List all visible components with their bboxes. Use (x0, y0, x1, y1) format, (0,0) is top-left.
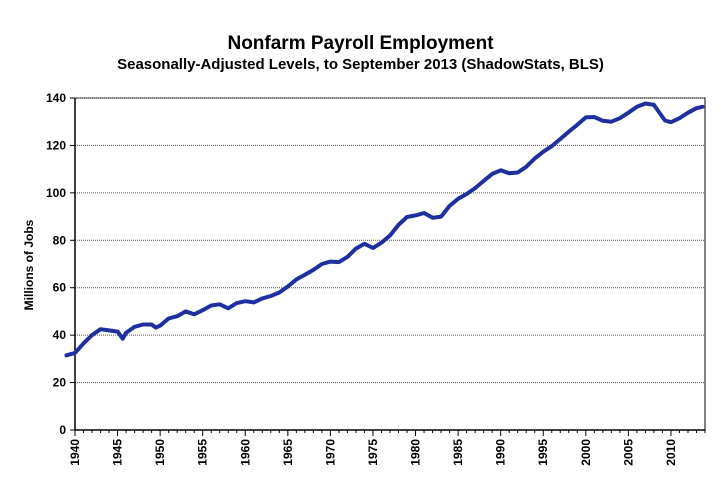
x-tick-label: 1980 (409, 439, 423, 466)
x-tick-label: 1955 (196, 439, 210, 466)
y-tick-label: 0 (59, 423, 66, 437)
x-tick-label: 1970 (323, 439, 337, 466)
y-tick-label: 80 (53, 233, 67, 247)
x-tick-label: 1960 (238, 439, 252, 466)
y-tick-label: 100 (46, 186, 66, 200)
y-tick-label: 140 (46, 91, 66, 105)
series-line (64, 101, 705, 358)
y-tick-label: 60 (53, 281, 67, 295)
chart-subtitle: Seasonally-Adjusted Levels, to September… (117, 56, 604, 73)
y-tick-label: 120 (46, 138, 66, 152)
y-tick-label: 40 (53, 328, 67, 342)
x-tick-label: 1975 (366, 439, 380, 466)
x-tick-label: 2010 (664, 439, 678, 466)
x-tick-label: 1965 (281, 439, 295, 466)
x-tick-label: 1995 (536, 439, 550, 466)
x-tick-label: 1945 (111, 439, 125, 466)
y-tick-label: 20 (53, 376, 67, 390)
x-tick-label: 1940 (68, 439, 82, 466)
y-axis-label: Millions of Jobs (22, 219, 36, 310)
x-tick-label: 1985 (451, 439, 465, 466)
x-tick-label: 2005 (621, 439, 635, 466)
chart-title: Nonfarm Payroll Employment (227, 33, 494, 54)
plot-area (74, 97, 706, 431)
x-tick-label: 2000 (579, 439, 593, 466)
x-tick-label: 1950 (153, 439, 167, 466)
x-tick-label: 1990 (494, 439, 508, 466)
